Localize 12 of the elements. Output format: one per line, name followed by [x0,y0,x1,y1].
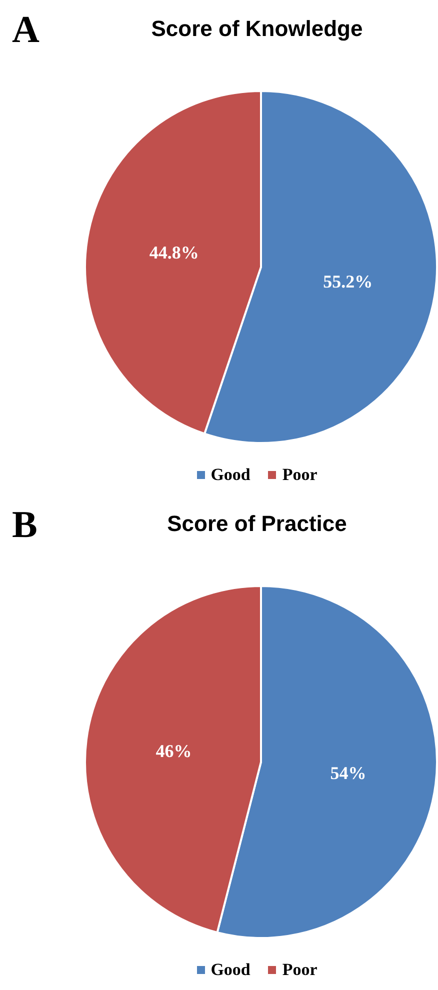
data-label: 46% [156,740,192,761]
text: B [12,503,38,547]
data-label: 55.2% [323,271,373,292]
legend-label: Good [210,465,250,485]
data-label: 44.8% [149,242,199,263]
legend-label: Poor [281,465,318,485]
chart-title: Score of Knowledge [150,16,364,42]
legend-label: Good [210,960,250,980]
legend-label: Poor [281,960,318,980]
chart-title: Score of Practice [166,511,348,537]
text: A [12,8,40,52]
data-label: 54% [330,763,366,784]
